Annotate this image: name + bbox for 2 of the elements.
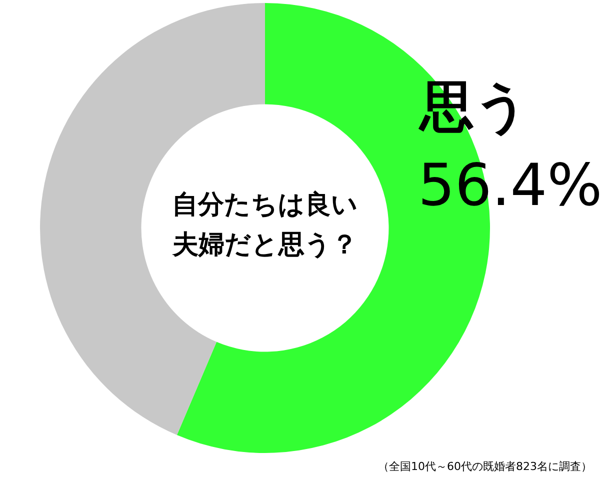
text: 自分たちは良い夫婦だと思う？ [171,189,359,262]
text: （全国10代～60代の既婚者823名に調査） [378,459,592,474]
